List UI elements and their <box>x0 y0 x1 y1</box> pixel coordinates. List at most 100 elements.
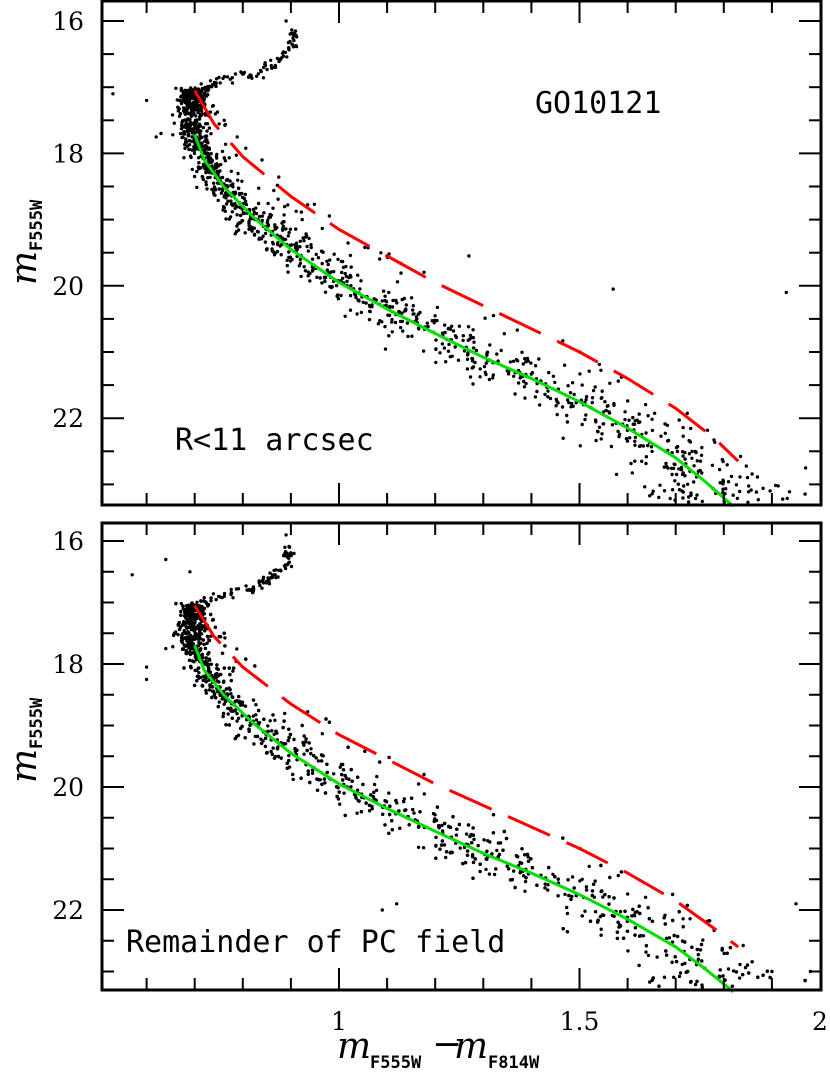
star-point <box>667 936 672 940</box>
star-point <box>251 585 256 589</box>
star-point <box>750 960 754 964</box>
star-point <box>188 93 192 97</box>
star-point <box>584 413 588 417</box>
star-point <box>271 746 275 750</box>
star-point <box>512 869 516 873</box>
star-point <box>572 886 576 890</box>
star-point <box>434 347 438 352</box>
star-point <box>570 381 575 385</box>
star-point <box>111 92 115 96</box>
star-point <box>224 723 228 727</box>
star-point <box>741 943 745 948</box>
star-point <box>369 793 373 797</box>
star-point <box>359 310 364 315</box>
star-point <box>207 658 212 662</box>
star-point <box>227 723 231 727</box>
star-point <box>473 360 477 365</box>
star-point <box>567 400 571 405</box>
star-point <box>285 761 289 765</box>
star-point <box>746 490 751 494</box>
star-point <box>196 674 201 679</box>
star-point <box>282 213 286 217</box>
star-point <box>590 889 595 893</box>
star-point <box>325 259 329 263</box>
star-point <box>265 750 269 755</box>
star-point <box>170 113 175 117</box>
star-point <box>346 745 350 749</box>
star-point <box>207 147 212 151</box>
star-point <box>208 684 212 688</box>
star-point <box>187 118 191 122</box>
star-point <box>700 445 704 450</box>
star-point <box>630 914 634 918</box>
star-point <box>303 269 308 273</box>
star-point <box>431 811 436 816</box>
star-point <box>204 170 208 175</box>
star-point <box>201 638 205 642</box>
star-point <box>633 443 637 447</box>
star-point <box>372 297 376 301</box>
fiducial-line <box>193 134 735 508</box>
star-point <box>655 955 659 959</box>
star-point <box>341 778 345 782</box>
star-point <box>268 215 272 219</box>
star-point <box>631 415 635 420</box>
star-point <box>442 843 447 847</box>
star-point <box>210 695 214 700</box>
star-point <box>615 930 620 934</box>
star-point <box>374 788 379 792</box>
star-point <box>233 232 237 236</box>
star-point <box>224 687 229 691</box>
star-point <box>215 169 219 174</box>
star-point <box>411 308 415 312</box>
star-point <box>201 656 205 660</box>
star-point <box>356 298 360 302</box>
star-point <box>683 961 687 966</box>
star-point <box>228 179 232 183</box>
star-point <box>595 920 600 924</box>
star-point <box>463 860 468 865</box>
star-point <box>273 63 277 68</box>
star-point <box>588 919 593 923</box>
star-point <box>633 910 637 915</box>
star-point <box>263 240 268 244</box>
star-point <box>245 588 249 592</box>
star-point <box>179 99 183 103</box>
star-point <box>681 434 685 438</box>
star-point <box>378 760 382 764</box>
star-point <box>206 141 210 145</box>
star-point <box>664 465 669 469</box>
star-point <box>237 193 242 197</box>
star-point <box>192 122 196 126</box>
star-point <box>738 454 743 459</box>
star-point <box>515 328 519 332</box>
star-point <box>673 479 677 483</box>
star-point <box>257 237 261 241</box>
star-point <box>687 452 692 456</box>
star-point <box>406 334 410 339</box>
y-axis-label-bottom: m F555W <box>4 697 47 783</box>
star-point <box>243 231 247 235</box>
star-point <box>625 439 630 443</box>
star-point <box>587 864 591 869</box>
star-point <box>650 978 654 982</box>
star-point <box>173 631 178 635</box>
star-point <box>346 241 350 245</box>
star-point <box>446 349 451 353</box>
star-point <box>285 55 289 59</box>
star-point <box>185 122 189 127</box>
star-point <box>181 604 185 608</box>
star-point <box>416 845 421 849</box>
star-point <box>633 435 638 440</box>
star-point <box>677 418 681 422</box>
star-point <box>200 113 204 117</box>
star-point <box>204 600 208 604</box>
star-point <box>300 217 304 222</box>
star-point <box>451 815 455 819</box>
star-point <box>650 919 655 923</box>
star-point <box>803 466 808 470</box>
star-point <box>286 738 290 743</box>
star-point <box>495 352 499 356</box>
star-point <box>193 620 197 624</box>
star-point <box>340 772 344 777</box>
